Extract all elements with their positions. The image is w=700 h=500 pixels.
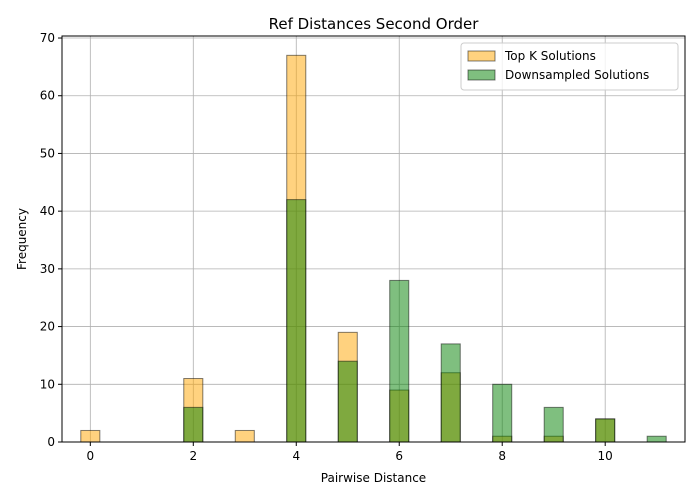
legend-swatch xyxy=(467,50,496,62)
y-tick-label: 40 xyxy=(40,204,55,218)
bar-series-2 xyxy=(286,199,307,443)
x-tick-label: 6 xyxy=(395,449,403,463)
y-tick-label: 70 xyxy=(40,31,55,45)
y-tick-label: 10 xyxy=(40,377,55,391)
bar-series-2 xyxy=(595,418,616,443)
bar-series-2 xyxy=(492,383,513,443)
y-tick-label: 30 xyxy=(40,262,55,276)
y-axis-label: Frequency xyxy=(15,208,29,270)
x-tick-label: 2 xyxy=(189,449,197,463)
legend-swatch xyxy=(467,69,496,81)
bars-layer xyxy=(80,54,667,443)
y-tick-label: 20 xyxy=(40,320,55,334)
legend: Top K Solutions Downsampled Solutions xyxy=(460,42,679,91)
grid-lines xyxy=(62,36,685,443)
bar-series-2 xyxy=(183,406,204,443)
bar-series-1 xyxy=(80,429,101,443)
x-tick-label: 10 xyxy=(598,449,613,463)
y-tick-label: 0 xyxy=(47,435,55,449)
chart-title: Ref Distances Second Order xyxy=(269,15,480,33)
bar-series-2 xyxy=(440,343,461,443)
legend-box xyxy=(460,42,679,91)
legend-label: Downsampled Solutions xyxy=(505,68,649,82)
bar-series-2 xyxy=(337,360,358,443)
y-tick-label: 50 xyxy=(40,146,55,160)
bar-series-2 xyxy=(389,279,410,443)
x-tick-label: 0 xyxy=(86,449,94,463)
bar-series-1 xyxy=(234,429,255,443)
bar-series-2 xyxy=(646,435,667,443)
x-axis-ticks: 0 2 4 6 8 10 xyxy=(86,442,613,463)
x-tick-label: 4 xyxy=(292,449,300,463)
legend-label: Top K Solutions xyxy=(504,49,596,63)
y-axis-ticks: 0 10 20 30 40 50 60 70 xyxy=(40,31,62,449)
plot-frame xyxy=(61,35,686,443)
x-tick-label: 8 xyxy=(498,449,506,463)
bar-series-2 xyxy=(543,406,564,443)
x-axis-label: Pairwise Distance xyxy=(321,471,426,485)
y-tick-label: 60 xyxy=(40,89,55,103)
